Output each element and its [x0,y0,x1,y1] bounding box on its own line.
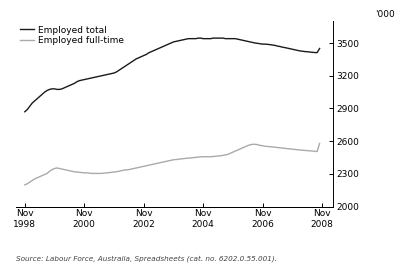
Employed total [84,77,89,81]
Employed full-time [102,171,106,175]
Employed total [102,74,106,77]
Employed total [310,51,314,54]
Employed total [22,110,27,113]
Legend: Employed total, Employed full-time: Employed total, Employed full-time [20,26,123,45]
Employed total [186,37,191,40]
Employed total [228,37,233,40]
Text: Source: Labour Force, Australia, Spreadsheets (cat. no. 6202.0.55.001).: Source: Labour Force, Australia, Spreads… [16,256,277,262]
Employed full-time [225,153,230,156]
Employed full-time [22,183,27,187]
Text: '000: '000 [375,10,395,19]
Employed full-time [317,142,322,145]
Employed full-time [84,171,89,174]
Line: Employed full-time: Employed full-time [25,143,320,185]
Employed full-time [307,149,312,152]
Employed full-time [255,143,260,146]
Line: Employed total: Employed total [25,38,320,112]
Employed total [196,37,200,40]
Employed full-time [186,157,191,160]
Employed total [258,42,262,45]
Employed total [317,47,322,50]
